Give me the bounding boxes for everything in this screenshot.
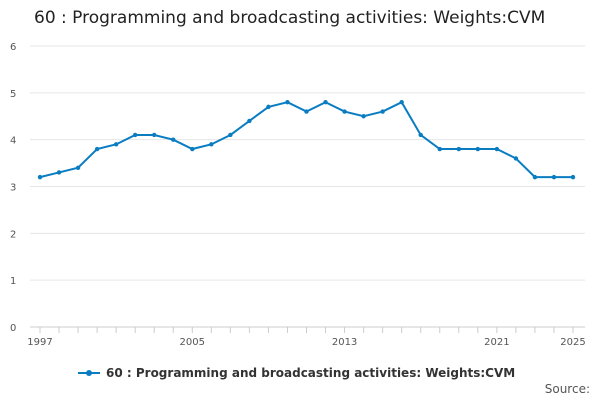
y-tick-label: 0 xyxy=(10,323,16,334)
x-tick-label: 2013 xyxy=(332,337,357,348)
y-tick-label: 1 xyxy=(10,276,16,287)
data-point xyxy=(361,114,366,119)
data-point xyxy=(304,109,309,114)
data-point xyxy=(399,100,404,105)
data-point xyxy=(456,146,461,152)
data-point xyxy=(171,137,176,142)
data-point xyxy=(513,156,519,161)
data-point xyxy=(152,132,157,138)
data-point xyxy=(113,142,119,147)
data-point xyxy=(190,146,195,152)
data-point xyxy=(75,165,81,170)
data-point xyxy=(132,132,138,138)
data-point xyxy=(532,174,538,180)
y-tick-label: 2 xyxy=(10,229,16,240)
data-point xyxy=(228,132,233,138)
data-point xyxy=(570,174,576,180)
data-point xyxy=(56,170,62,175)
y-tick-label: 4 xyxy=(10,136,16,147)
data-point xyxy=(285,100,290,105)
data-point xyxy=(551,174,557,180)
chart-title: 60 : Programming and broadcasting activi… xyxy=(34,8,546,28)
data-point xyxy=(418,132,423,138)
data-point xyxy=(380,109,385,114)
data-point xyxy=(475,146,481,152)
legend-label: 60 : Programming and broadcasting activi… xyxy=(106,366,516,380)
x-tick-label: 1997 xyxy=(27,337,52,348)
data-point xyxy=(266,104,271,110)
data-point xyxy=(247,118,252,124)
legend: 60 : Programming and broadcasting activi… xyxy=(78,366,515,380)
data-point xyxy=(209,142,214,147)
data-point xyxy=(94,146,100,152)
source-label: Source: xyxy=(544,382,590,396)
data-point xyxy=(494,146,500,152)
data-point xyxy=(323,100,328,105)
data-point xyxy=(437,146,442,152)
y-tick-label: 3 xyxy=(10,183,16,194)
y-tick-label: 5 xyxy=(10,89,16,100)
legend-swatch xyxy=(78,370,100,376)
data-point xyxy=(342,109,347,114)
x-tick-label: 2021 xyxy=(484,337,509,348)
data-point xyxy=(37,174,43,180)
x-tick-label: 2025 xyxy=(560,337,585,348)
y-tick-label: 6 xyxy=(10,42,16,53)
x-tick-label: 2005 xyxy=(180,337,205,348)
